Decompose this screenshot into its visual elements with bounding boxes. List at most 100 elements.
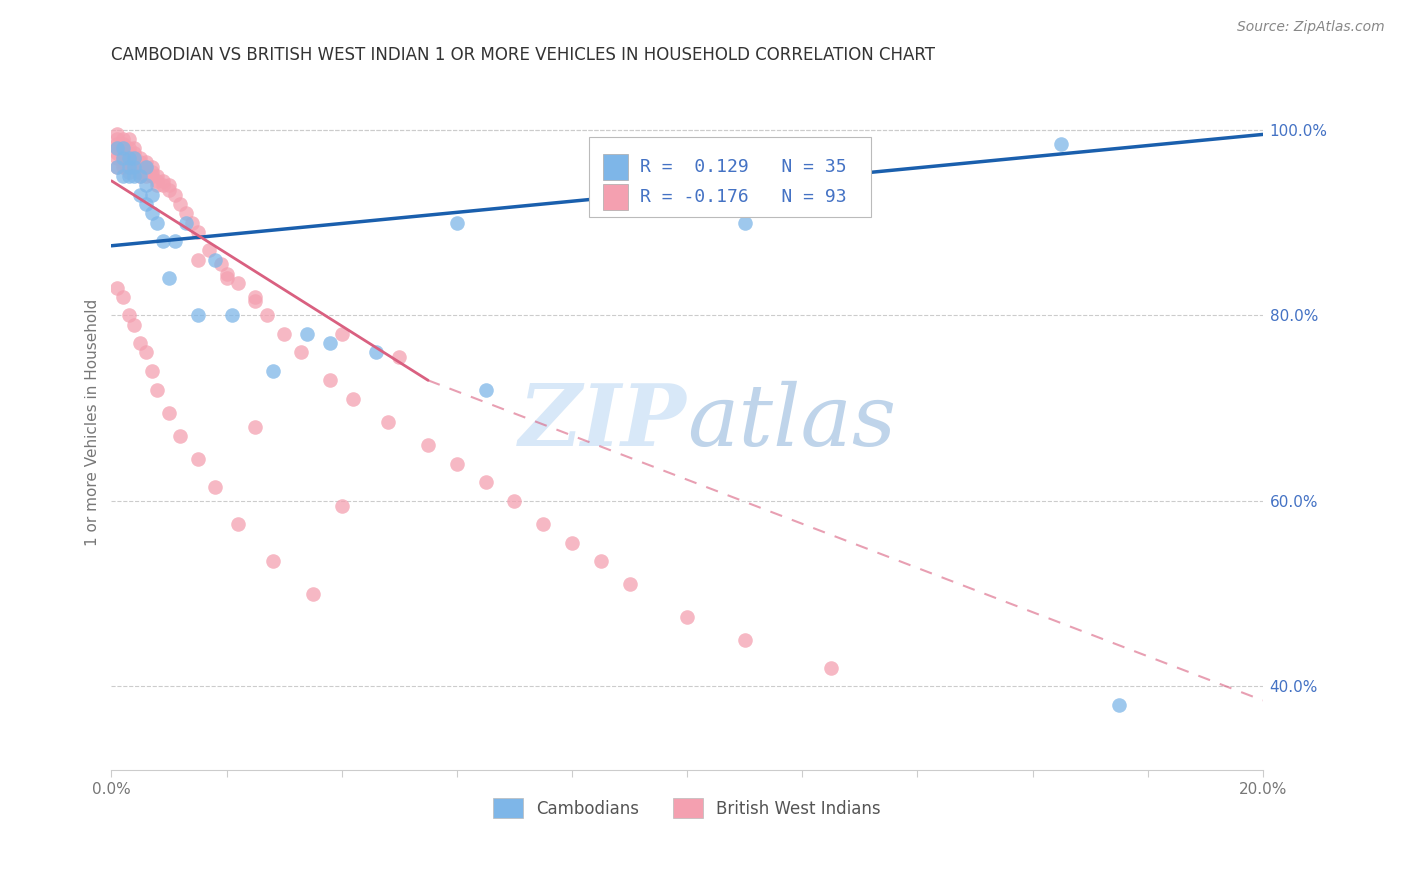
Point bbox=[111, 141, 134, 155]
Point bbox=[1050, 136, 1073, 151]
Point bbox=[135, 345, 157, 359]
Point bbox=[141, 364, 163, 378]
Point bbox=[111, 151, 134, 165]
Point bbox=[135, 164, 157, 178]
Point bbox=[146, 383, 169, 397]
Point bbox=[124, 160, 146, 174]
Point bbox=[446, 457, 468, 471]
Point bbox=[105, 141, 128, 155]
Point bbox=[820, 661, 842, 675]
Point bbox=[118, 169, 141, 184]
FancyBboxPatch shape bbox=[589, 136, 872, 217]
Point bbox=[111, 160, 134, 174]
Point bbox=[734, 216, 756, 230]
Point bbox=[135, 178, 157, 193]
Point bbox=[474, 475, 496, 490]
Point bbox=[129, 169, 152, 184]
Point bbox=[129, 187, 152, 202]
Point bbox=[187, 309, 209, 323]
Point bbox=[111, 290, 134, 304]
Point bbox=[129, 155, 152, 169]
Point bbox=[174, 206, 197, 220]
Point bbox=[204, 252, 226, 267]
Point bbox=[152, 174, 174, 188]
Point bbox=[245, 290, 267, 304]
Point bbox=[215, 267, 238, 281]
Point bbox=[163, 234, 186, 248]
Point bbox=[124, 155, 146, 169]
Point bbox=[416, 438, 439, 452]
Point bbox=[446, 216, 468, 230]
Point bbox=[118, 141, 141, 155]
Point bbox=[111, 145, 134, 160]
Point bbox=[105, 136, 128, 151]
Point bbox=[256, 309, 278, 323]
Bar bbox=[603, 184, 628, 210]
Point bbox=[129, 164, 152, 178]
Point bbox=[124, 141, 146, 155]
Point bbox=[135, 169, 157, 184]
Point bbox=[124, 318, 146, 332]
Point bbox=[105, 160, 128, 174]
Point bbox=[135, 160, 157, 174]
Point bbox=[198, 244, 221, 258]
Point bbox=[118, 164, 141, 178]
Y-axis label: 1 or more Vehicles in Household: 1 or more Vehicles in Household bbox=[86, 299, 100, 546]
Text: R =  0.129   N = 35: R = 0.129 N = 35 bbox=[640, 158, 846, 176]
Point bbox=[135, 160, 157, 174]
Point bbox=[157, 183, 180, 197]
Point bbox=[245, 419, 267, 434]
Text: R = -0.176   N = 93: R = -0.176 N = 93 bbox=[640, 187, 846, 206]
Point bbox=[129, 336, 152, 351]
Point bbox=[169, 429, 191, 443]
Point bbox=[262, 364, 284, 378]
Point bbox=[146, 169, 169, 184]
Point bbox=[124, 160, 146, 174]
Point bbox=[129, 160, 152, 174]
Point bbox=[169, 197, 191, 211]
Point bbox=[152, 234, 174, 248]
Point bbox=[221, 309, 243, 323]
Point bbox=[388, 350, 411, 364]
Point bbox=[118, 160, 141, 174]
Point bbox=[366, 345, 388, 359]
Point bbox=[146, 216, 169, 230]
Point bbox=[157, 406, 180, 420]
Point bbox=[111, 155, 134, 169]
Point bbox=[105, 151, 128, 165]
Point bbox=[589, 554, 612, 568]
Point bbox=[141, 206, 163, 220]
Point bbox=[105, 128, 128, 142]
Point bbox=[295, 326, 318, 341]
Point bbox=[141, 169, 163, 184]
Point bbox=[105, 280, 128, 294]
Point bbox=[111, 132, 134, 146]
Point bbox=[561, 535, 583, 549]
Point bbox=[245, 294, 267, 309]
Bar bbox=[603, 154, 628, 180]
Point bbox=[118, 145, 141, 160]
Point bbox=[330, 499, 353, 513]
Point bbox=[135, 155, 157, 169]
Point bbox=[302, 587, 325, 601]
Point bbox=[215, 271, 238, 285]
Point bbox=[503, 494, 526, 508]
Point bbox=[124, 169, 146, 184]
Point bbox=[124, 145, 146, 160]
Point bbox=[209, 257, 232, 271]
Point bbox=[111, 151, 134, 165]
Text: atlas: atlas bbox=[688, 381, 896, 463]
Point bbox=[124, 151, 146, 165]
Point bbox=[181, 216, 204, 230]
Point bbox=[319, 336, 342, 351]
Point bbox=[226, 276, 249, 290]
Text: ZIP: ZIP bbox=[519, 380, 688, 464]
Point bbox=[1108, 698, 1130, 712]
Point bbox=[619, 577, 641, 591]
Point bbox=[129, 151, 152, 165]
Point bbox=[319, 373, 342, 387]
Point bbox=[734, 633, 756, 648]
Point bbox=[163, 187, 186, 202]
Point bbox=[118, 160, 141, 174]
Point bbox=[118, 151, 141, 165]
